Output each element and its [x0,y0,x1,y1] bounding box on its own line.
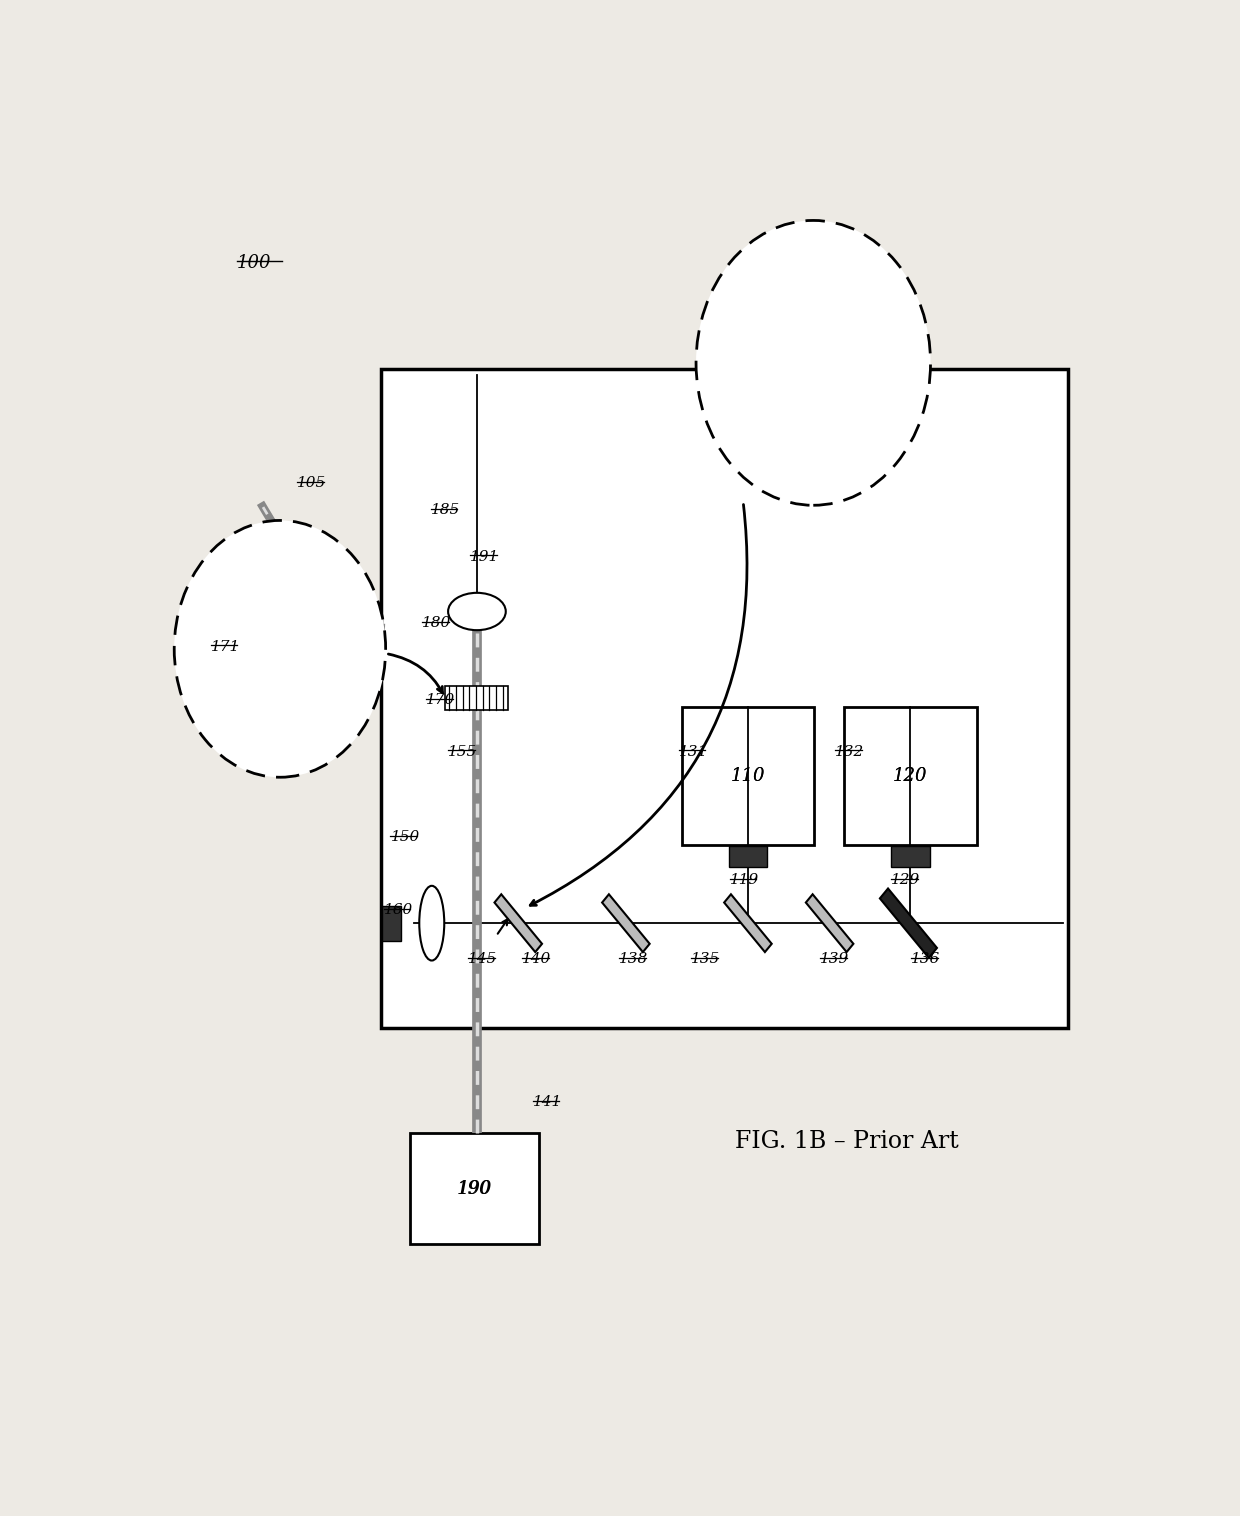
Polygon shape [495,894,542,952]
FancyBboxPatch shape [382,905,401,940]
FancyBboxPatch shape [892,846,930,867]
Text: 190: 190 [456,1181,491,1198]
Text: 110: 110 [730,767,765,785]
Text: 110: 110 [730,767,765,785]
Text: 180: 180 [422,615,451,631]
FancyBboxPatch shape [844,706,977,844]
Text: 119: 119 [729,873,759,887]
Text: 131: 131 [678,744,708,758]
Text: 132: 132 [836,744,864,758]
Text: 139: 139 [820,952,849,966]
Text: 150: 150 [391,829,419,844]
Text: 105: 105 [298,476,326,490]
Polygon shape [603,894,650,952]
Text: 136: 136 [911,952,941,966]
Text: FIG. 1B – Prior Art: FIG. 1B – Prior Art [735,1129,959,1154]
Text: 171: 171 [211,640,241,653]
Text: 138: 138 [619,952,649,966]
Text: 185: 185 [430,503,460,517]
Circle shape [174,520,386,778]
Text: 170: 170 [427,693,455,706]
FancyBboxPatch shape [409,1134,539,1245]
Text: 135: 135 [691,952,720,966]
Text: 120: 120 [893,767,928,785]
Text: 191: 191 [470,550,500,564]
Polygon shape [806,894,853,952]
Text: 140: 140 [522,952,552,966]
Text: 190: 190 [458,1179,492,1198]
Text: 129: 129 [892,873,920,887]
FancyBboxPatch shape [381,368,1068,1028]
Text: 100: 100 [237,255,272,273]
Text: 120: 120 [893,767,928,785]
FancyBboxPatch shape [682,706,815,844]
FancyBboxPatch shape [729,846,768,867]
Text: 141: 141 [533,1095,562,1108]
FancyBboxPatch shape [445,687,507,709]
Polygon shape [880,888,937,958]
Ellipse shape [419,885,444,961]
Ellipse shape [448,593,506,631]
Circle shape [696,220,930,505]
Text: 145: 145 [469,952,497,966]
Text: 155: 155 [448,744,477,758]
Text: 160: 160 [383,904,413,917]
Polygon shape [724,894,771,952]
